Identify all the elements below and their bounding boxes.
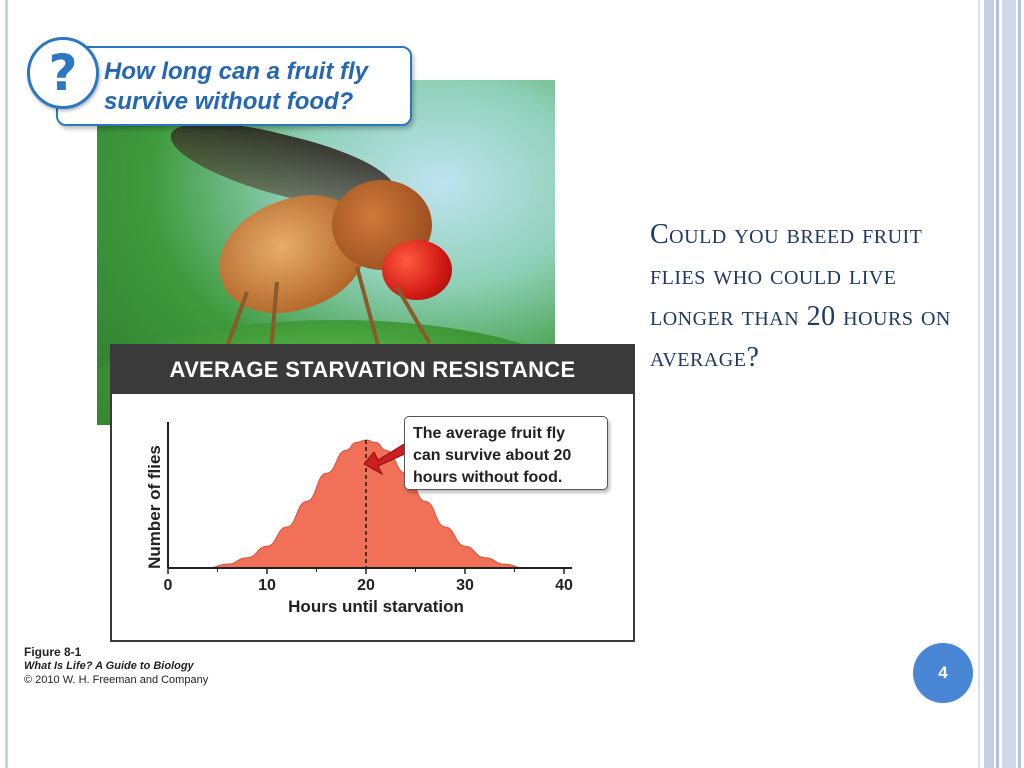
- side-question: Could you breed fruit flies who could li…: [650, 219, 951, 373]
- starvation-chart: 0 10 20 30 40 Hours until starvation Number of…: [145, 422, 573, 616]
- starvation-chart-panel: AVERAGE STARVATION RESISTANCE 0 10 20 30 40 H…: [110, 344, 635, 642]
- x-axis-label: Hours until starvation: [288, 597, 464, 616]
- x-tick-label: 40: [555, 577, 573, 594]
- left-frame-bar: [0, 0, 10, 768]
- frame-stripe: [996, 0, 999, 768]
- average-callout: The average fruit fly can survive about …: [404, 416, 608, 490]
- x-tick-label: 0: [164, 577, 173, 594]
- frame-stripe: [1002, 0, 1016, 768]
- fly-eye: [382, 240, 452, 300]
- frame-stripe: [978, 0, 980, 768]
- figure-label: Figure 8-1: [24, 645, 82, 659]
- x-tick-label: 20: [357, 577, 375, 594]
- question-line-2: survive without food?: [104, 88, 354, 115]
- callout-line-3: hours without food.: [413, 469, 563, 486]
- right-frame-bars: [978, 0, 1024, 768]
- question-line-1: How long can a fruit fly: [104, 58, 369, 85]
- chart-title: AVERAGE STARVATION RESISTANCE: [112, 346, 633, 394]
- frame-stripe: [984, 0, 994, 768]
- question-icon: ?: [27, 37, 99, 109]
- x-tick-label: 10: [258, 577, 276, 594]
- callout-line-1: The average fruit fly: [413, 425, 566, 442]
- figure-caption: Figure 8-1 What Is Life? A Guide to Biol…: [24, 645, 208, 687]
- copyright-text: © 2010 W. H. Freeman and Company: [24, 674, 209, 686]
- x-tick-label: 30: [456, 577, 474, 594]
- callout-line-2: can survive about 20: [413, 447, 572, 464]
- y-axis-label: Number of flies: [145, 445, 164, 569]
- question-banner: How long can a fruit fly survive without…: [56, 46, 412, 126]
- page-number-badge: 4: [913, 643, 973, 703]
- book-title: What Is Life? A Guide to Biology: [24, 660, 194, 672]
- question-banner-text: How long can a fruit fly survive without…: [104, 57, 368, 117]
- frame-stripe: [1018, 0, 1021, 768]
